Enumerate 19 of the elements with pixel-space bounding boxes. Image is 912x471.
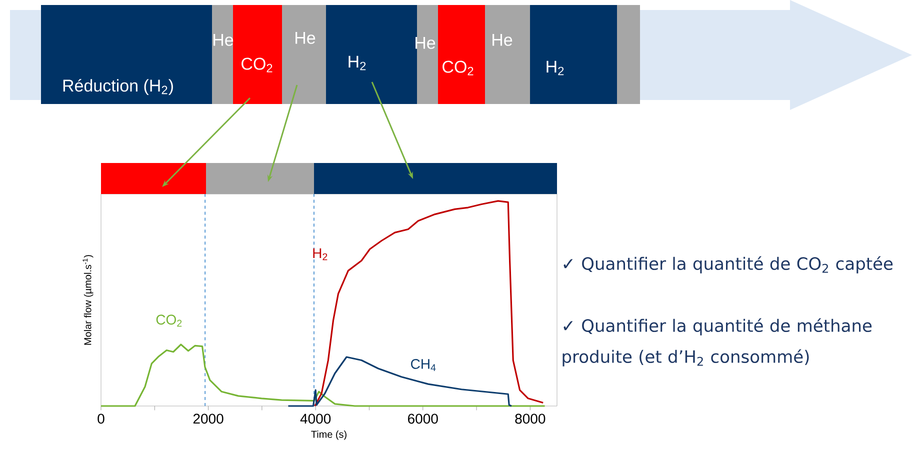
text: CO$_{2}$ [242,58,272,72]
text: He [492,34,512,46]
text: ✓ Quantifier la quantité de méthane produite (et d’H$_{2}$ consommé) [562,318,872,366]
x-tick-label: 4000 [300,414,331,424]
text: Réduction (H$_{2}$) [63,78,173,96]
series-label: H$_{2}$ [313,248,328,260]
text: CO$_{2}$ [442,60,474,76]
x-tick-label: 2000 [193,414,224,424]
x-axis-title: Time (s) [311,430,346,440]
x-tick-label: 0 [98,414,104,424]
text: ✓ Quantifier la quantité de CO$_{2}$ captée [564,256,893,274]
x-tick-label: 8000 [515,414,546,424]
text: H$_{2}$ [546,60,564,76]
y-axis-title: Molar flow (µmol.s$^{-1}$) [82,255,94,345]
series-label: CH$_{4}$ [411,359,436,371]
text: H$_{2}$ [348,56,366,70]
series-label: CO$_{2}$ [156,314,182,327]
text: He [296,32,316,44]
x-tick-label: 6000 [408,414,438,424]
